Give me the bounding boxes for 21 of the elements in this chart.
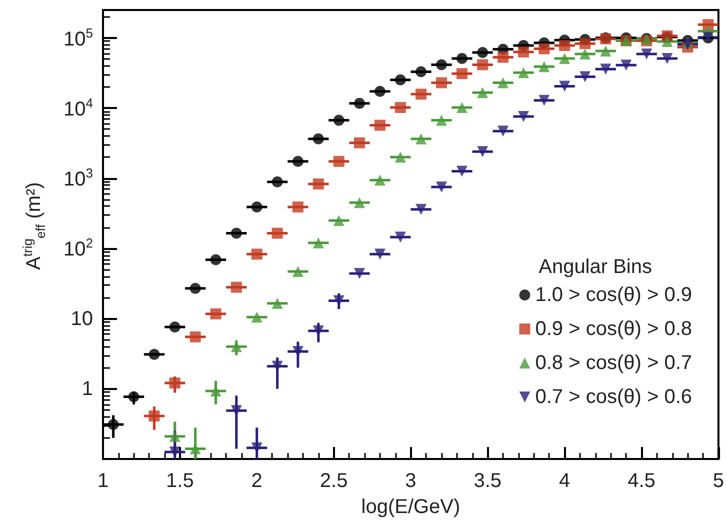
x-tick-label: 3.5 [474, 470, 502, 492]
x-tick-label: 3 [405, 470, 416, 492]
x-tick-label: 5 [712, 470, 724, 492]
y-tick-label: 10$^{4}$ [64, 96, 93, 120]
x-tick-label: 4 [559, 470, 570, 492]
y-tick-label: 1 [82, 378, 93, 400]
legend-title: Angular Bins [538, 256, 652, 278]
legend-label: 0.7 > cos(θ) > 0.6 [535, 386, 692, 408]
y-tick-label: 10 [70, 308, 93, 330]
x-tick-label: 2.5 [320, 470, 348, 492]
y-tick-label: 10$^{3}$ [64, 166, 93, 191]
y-tick-label: 10$^{5}$ [64, 26, 93, 50]
legend-label: 1.0 > cos(θ) > 0.9 [535, 284, 692, 306]
x-axis-title: log(E/GeV) [361, 496, 460, 518]
legend-label: 0.8 > cos(θ) > 0.7 [535, 352, 692, 374]
x-tick-label: 1.5 [166, 470, 194, 492]
legend-label: 0.9 > cos(θ) > 0.8 [535, 318, 692, 340]
x-tick-label: 4.5 [628, 470, 656, 492]
x-tick-label: 1 [97, 470, 109, 492]
x-tick-label: 2 [251, 470, 262, 492]
y-tick-label: 10$^{2}$ [64, 236, 93, 261]
